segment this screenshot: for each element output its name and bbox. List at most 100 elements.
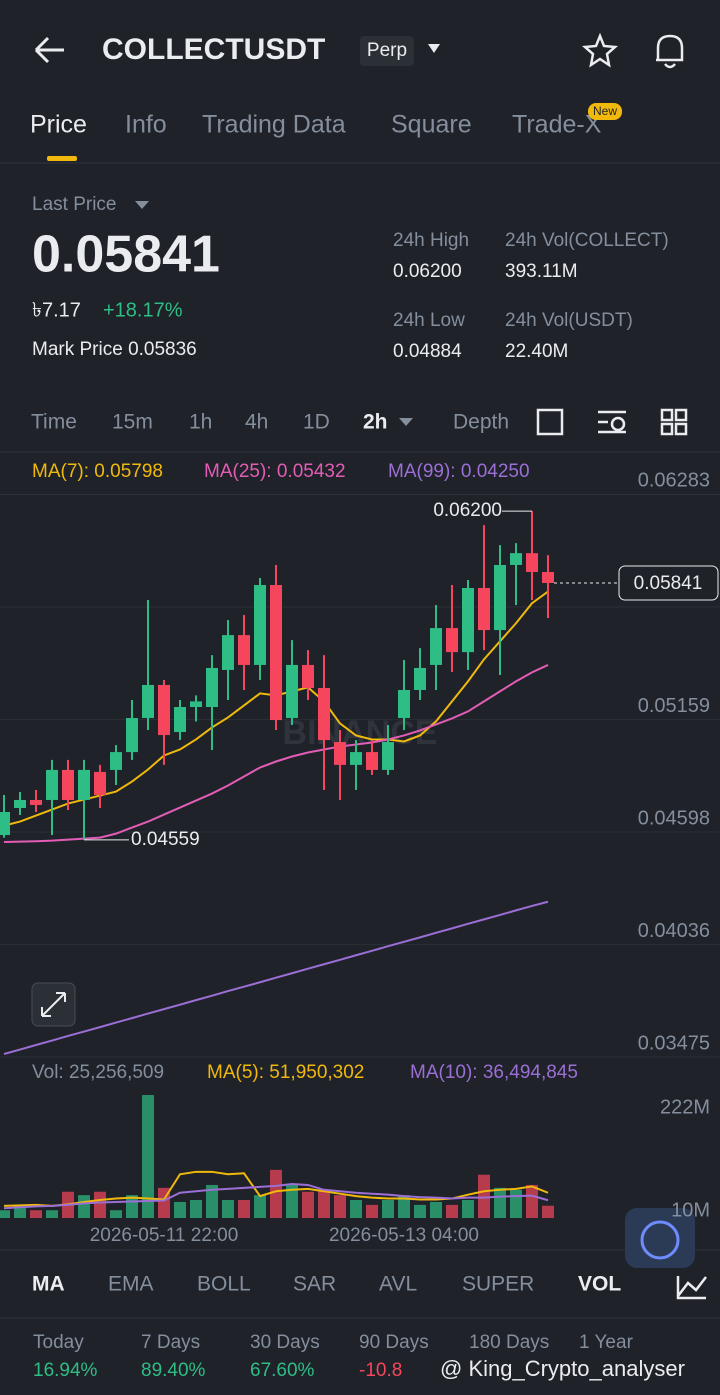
settings-icon[interactable]	[598, 410, 626, 434]
volume-bar	[302, 1191, 314, 1218]
dropdown-icon[interactable]	[135, 201, 149, 209]
volume-bar	[526, 1184, 538, 1218]
layout-icon[interactable]	[660, 408, 674, 422]
indicator-tab[interactable]: AVL	[379, 1273, 417, 1296]
y-tick-label: 0.04598	[638, 807, 710, 829]
volume-bar	[350, 1200, 362, 1218]
candle-body	[46, 769, 58, 800]
interval[interactable]: Time	[31, 411, 77, 434]
new-badge: New	[593, 104, 617, 118]
high-label: 0.06200	[433, 500, 502, 521]
indicator-tab[interactable]: BOLL	[197, 1273, 251, 1296]
settings-icon[interactable]	[610, 416, 626, 432]
performance-label: 30 Days	[250, 1332, 320, 1353]
y-tick-label: 0.04036	[638, 920, 710, 942]
volume-bar	[30, 1210, 42, 1218]
last-price-tag-label: 0.05841	[634, 573, 703, 594]
ma-label: MA(25): 0.05432	[204, 461, 346, 482]
badge-bg	[360, 36, 414, 66]
indicator-tab[interactable]: SAR	[293, 1273, 336, 1296]
star-icon[interactable]	[581, 32, 619, 68]
candle-body	[174, 707, 186, 733]
volume-bar	[78, 1195, 90, 1218]
tab[interactable]: Square	[391, 111, 472, 139]
performance-label: 1 Year	[579, 1332, 634, 1353]
candle-body	[126, 718, 138, 753]
indicator-tab[interactable]: MA	[32, 1273, 65, 1296]
volume-ma-label: MA(10): 36,494,845	[410, 1062, 578, 1083]
dropdown-icon[interactable]	[399, 418, 413, 426]
volume-bar	[542, 1205, 554, 1218]
layout-icon[interactable]	[660, 422, 674, 436]
volume-bar	[414, 1204, 426, 1218]
volume-bar	[94, 1191, 106, 1218]
interval[interactable]: 4h	[245, 411, 268, 434]
candle-body	[14, 799, 26, 808]
bell-icon[interactable]	[656, 34, 684, 69]
volume-bar	[174, 1201, 186, 1218]
tab[interactable]: Info	[125, 111, 167, 139]
dropdown-icon[interactable]	[428, 44, 440, 53]
candle-body	[478, 588, 490, 631]
assistant-icon	[640, 1220, 680, 1260]
candle-body	[414, 667, 426, 690]
candle-body	[110, 752, 122, 770]
badge: Perp	[367, 40, 407, 61]
mark-price: Mark Price 0.05836	[32, 339, 197, 360]
price-change: +18.17%	[103, 299, 183, 321]
layout-icon[interactable]	[674, 422, 688, 436]
candle-body	[62, 769, 74, 800]
tab[interactable]: Trading Data	[202, 111, 346, 139]
back-arrow[interactable]	[34, 36, 64, 64]
interval[interactable]: Depth	[453, 411, 509, 434]
volume-label: Vol: 25,256,509	[32, 1062, 164, 1083]
tab-indicator	[47, 156, 77, 161]
volume-bar	[494, 1187, 506, 1218]
watermark-credit: @ King_Crypto_analyser	[440, 1356, 685, 1381]
chart-icon[interactable]	[676, 1276, 707, 1300]
candle-body	[542, 571, 554, 584]
stat-label: 24h Low	[393, 310, 465, 331]
interval[interactable]: 1h	[189, 411, 212, 434]
layout-icon[interactable]	[674, 408, 688, 422]
indicator-tab[interactable]: SUPER	[462, 1273, 534, 1296]
interval[interactable]: 2h	[363, 411, 388, 434]
ma-line	[3, 900, 549, 1055]
ma-label: MA(99): 0.04250	[388, 461, 530, 482]
indicator-tab[interactable]: EMA	[108, 1273, 154, 1296]
interval[interactable]: 1D	[303, 411, 330, 434]
candle-body	[30, 799, 42, 805]
candle-body	[494, 564, 506, 631]
tab[interactable]: Price	[30, 111, 87, 139]
candle-body	[238, 635, 250, 665]
performance-value: 67.60%	[250, 1360, 315, 1381]
indicator-tab[interactable]: VOL	[578, 1273, 621, 1296]
last-price-label: Last Price	[32, 194, 116, 215]
stat-label: 24h High	[393, 230, 469, 251]
volume-bar	[478, 1174, 490, 1218]
assistant-button[interactable]	[625, 1208, 695, 1268]
tab[interactable]: Trade-X	[512, 111, 602, 139]
volume-ma-line	[3, 1182, 549, 1210]
volume-bar	[254, 1195, 266, 1218]
candle-body	[398, 689, 410, 719]
candle-body	[222, 635, 234, 670]
volume-tick-label: 222M	[660, 1096, 710, 1118]
volume-tick-label: 10M	[671, 1199, 710, 1221]
volume-bar	[382, 1200, 394, 1218]
stat-value: 0.04884	[393, 341, 462, 362]
volume-bar	[334, 1195, 346, 1218]
x-tick-label: 2026-05-13 04:00	[329, 1225, 479, 1246]
performance-label: 90 Days	[359, 1332, 429, 1353]
y-tick-label: 0.03475	[638, 1032, 710, 1054]
interval[interactable]: 15m	[112, 411, 153, 434]
y-tick-label: 0.06283	[638, 470, 710, 492]
performance-value: 16.94%	[33, 1360, 98, 1381]
volume-bar	[190, 1200, 202, 1218]
volume-bar	[110, 1210, 122, 1218]
expand-icon	[41, 992, 66, 1017]
volume-bar	[430, 1201, 442, 1218]
drawing-icon[interactable]	[536, 408, 564, 436]
candle-body	[334, 742, 346, 765]
